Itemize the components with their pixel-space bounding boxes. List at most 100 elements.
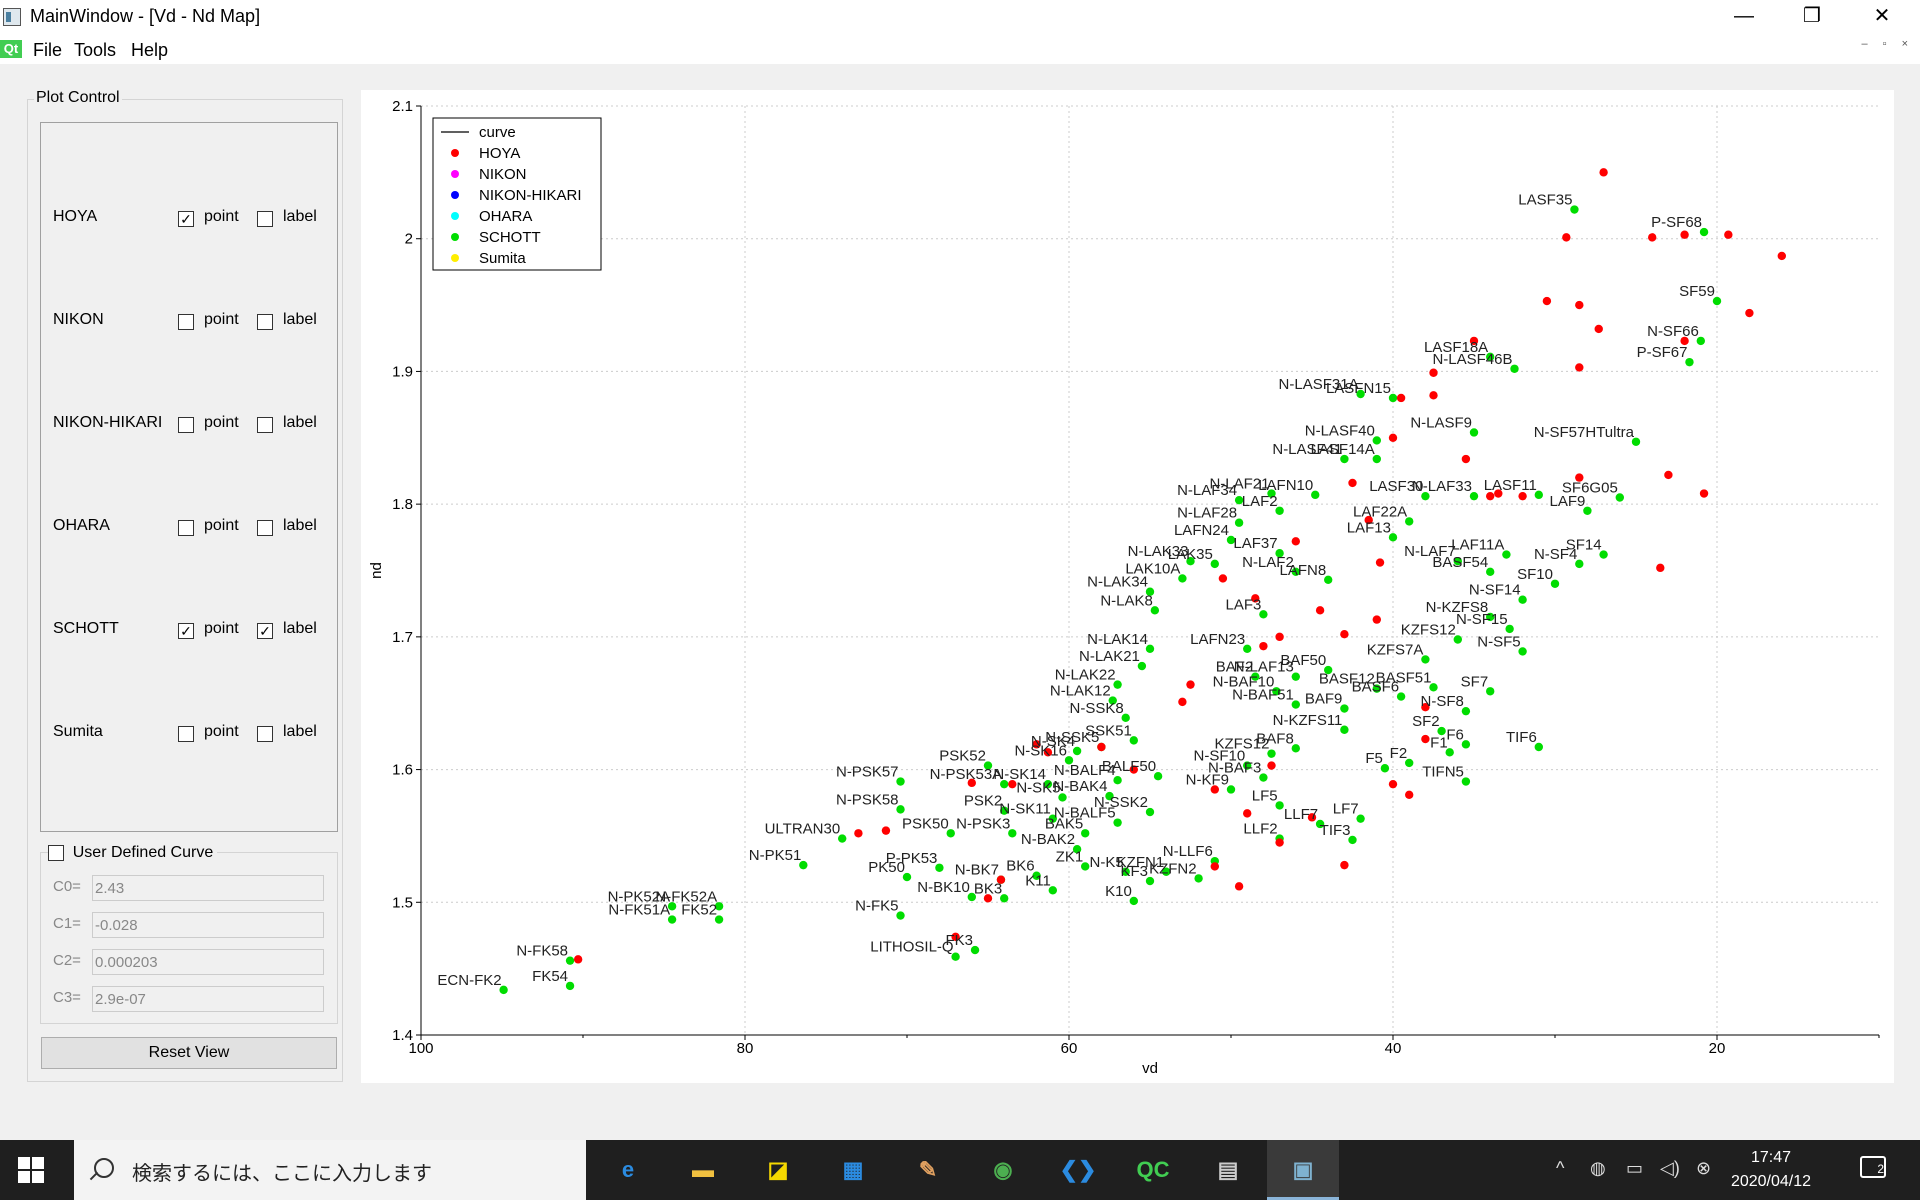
schott-point[interactable] [838,834,847,843]
schott-point[interactable] [1405,758,1414,768]
schott-point[interactable] [1243,761,1252,770]
schott-point[interactable] [1032,871,1041,880]
tray-battery-icon[interactable]: ▭ [1626,1158,1644,1178]
schott-point[interactable] [1081,862,1090,871]
hoya-point[interactable] [1364,515,1373,525]
hoya-point[interactable] [1348,478,1357,488]
schott-point[interactable] [1453,635,1463,644]
schott-point[interactable] [1272,687,1281,696]
schott-point[interactable] [1105,791,1114,801]
tray-network-icon[interactable]: ◍ [1590,1158,1606,1178]
app-window-icon[interactable]: ▣ [1292,1157,1314,1182]
hoya-point[interactable] [1210,785,1219,794]
schott-label-label[interactable]: label [283,620,317,637]
schott-point[interactable] [667,902,677,911]
schott-point[interactable] [1505,624,1514,634]
schott-point[interactable] [1453,557,1463,566]
schott-point[interactable] [1291,567,1300,577]
schott-point[interactable] [667,915,677,924]
ohara-point-label[interactable]: point [204,517,239,534]
schott-point[interactable] [1137,661,1147,671]
tray-error-icon[interactable]: ⊗ [1696,1158,1712,1178]
schott-point[interactable] [1162,867,1171,876]
sticky-notes-icon[interactable]: ◪ [767,1157,789,1182]
schott-point[interactable] [1048,886,1057,895]
schott-point[interactable] [1129,896,1138,906]
schott-point[interactable] [1145,587,1155,596]
coef-input-c1[interactable]: -0.028 [92,912,324,938]
schott-point[interactable] [499,985,508,995]
minimize-button[interactable]: — [1734,5,1754,27]
hoya-point[interactable] [1396,393,1406,403]
schott-point[interactable] [1210,559,1219,569]
schott-point[interactable] [1291,700,1300,709]
sumita-label-checkbox[interactable] [257,726,273,742]
hoya-point[interactable] [1315,606,1325,615]
schott-point[interactable] [1000,806,1009,815]
coef-input-c3[interactable]: 2.9e-07 [92,986,324,1012]
schott-point[interactable] [1583,506,1592,515]
hoya-point[interactable] [1251,594,1260,603]
schott-point[interactable] [1486,352,1495,362]
hoya-point[interactable] [983,894,993,903]
schott-point[interactable] [935,863,944,872]
schott-point[interactable] [1243,644,1252,654]
schott-point[interactable] [1234,518,1244,527]
schott-point[interactable] [1469,491,1479,501]
hoya-point[interactable] [1388,779,1398,789]
schott-point[interactable] [1550,579,1560,588]
schott-point[interactable] [1631,437,1641,446]
schott-point[interactable] [565,981,575,991]
schott-point-checkbox[interactable]: ✓ [178,623,194,639]
ohara-label-checkbox[interactable] [257,520,273,536]
hoya-point[interactable] [1043,748,1053,757]
schott-point[interactable] [1461,777,1471,786]
schott-point[interactable] [1340,454,1349,464]
schott-point[interactable] [1534,742,1544,752]
maximize-button[interactable]: ❐ [1803,5,1821,27]
hoya-point[interactable] [1664,470,1673,480]
schott-point[interactable] [983,761,993,770]
nikon-point-label[interactable]: point [204,311,239,328]
schott-point[interactable] [951,952,960,961]
coef-input-c0[interactable]: 2.43 [92,875,324,901]
schott-point[interactable] [902,872,912,882]
schott-point[interactable] [1311,490,1320,500]
schott-point[interactable] [1275,549,1284,558]
hoya-point[interactable] [1745,308,1754,318]
schott-point[interactable] [1388,393,1398,403]
schott-point[interactable] [565,956,575,965]
schott-point[interactable] [1696,336,1706,346]
hoya-point[interactable] [1032,740,1041,749]
schott-point[interactable] [1518,595,1527,604]
taskbar-clock[interactable]: 17:47 2020/04/12 [1726,1146,1816,1194]
schott-point[interactable] [1113,818,1122,827]
schott-point[interactable] [1275,506,1284,515]
coef-input-c2[interactable]: 0.000203 [92,949,324,975]
schott-point[interactable] [1259,610,1268,619]
close-button[interactable]: ✕ [1873,5,1891,27]
menu-tools[interactable]: Tools [74,40,117,60]
reset-view-button[interactable]: Reset View [41,1037,337,1069]
schott-point[interactable] [1405,517,1414,526]
tray-volume-icon[interactable]: ◁) [1660,1158,1680,1178]
schott-point[interactable] [1226,785,1236,794]
hoya-point[interactable] [1129,765,1138,774]
hoya-point[interactable] [1008,779,1017,789]
hoya-point[interactable] [1210,862,1219,871]
hoya-point[interactable] [1486,491,1495,501]
windows-start-icon[interactable] [18,1157,44,1183]
hoya-point[interactable] [1372,615,1381,624]
schott-point[interactable] [714,915,724,924]
schott-point[interactable] [1429,683,1438,692]
schott-point[interactable] [1380,764,1390,773]
schott-point[interactable] [1064,756,1074,765]
mdi-window-controls[interactable]: – ▫ × [1861,38,1914,50]
schott-point[interactable] [970,945,980,955]
schott-point[interactable] [1150,606,1160,615]
hoya-point[interactable] [1340,860,1349,870]
calculator-icon[interactable]: ▤ [1217,1157,1239,1182]
hoya-point[interactable] [1724,230,1733,239]
hoya-point[interactable] [1243,809,1252,818]
hoya-point[interactable] [1259,641,1268,651]
